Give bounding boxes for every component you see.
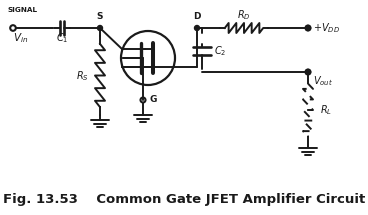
Text: $V_{in}$: $V_{in}$ <box>13 31 28 45</box>
Text: Fig. 13.53    Common Gate JFET Amplifier Circuit: Fig. 13.53 Common Gate JFET Amplifier Ci… <box>3 194 365 206</box>
Text: G: G <box>149 95 156 104</box>
Text: $R_S$: $R_S$ <box>75 69 88 83</box>
Text: $C_1$: $C_1$ <box>56 31 68 45</box>
Text: S: S <box>97 12 103 21</box>
Text: $V_{out}$: $V_{out}$ <box>313 74 333 88</box>
Text: D: D <box>193 12 201 21</box>
Text: SIGNAL: SIGNAL <box>8 7 38 13</box>
Circle shape <box>305 69 311 75</box>
Text: $R_D$: $R_D$ <box>237 8 251 22</box>
Circle shape <box>195 26 199 31</box>
Circle shape <box>98 26 103 31</box>
Text: $+ V_{DD}$: $+ V_{DD}$ <box>313 21 340 35</box>
Text: $C_2$: $C_2$ <box>214 44 226 58</box>
Text: $R_L$: $R_L$ <box>320 103 332 117</box>
Circle shape <box>305 26 311 31</box>
